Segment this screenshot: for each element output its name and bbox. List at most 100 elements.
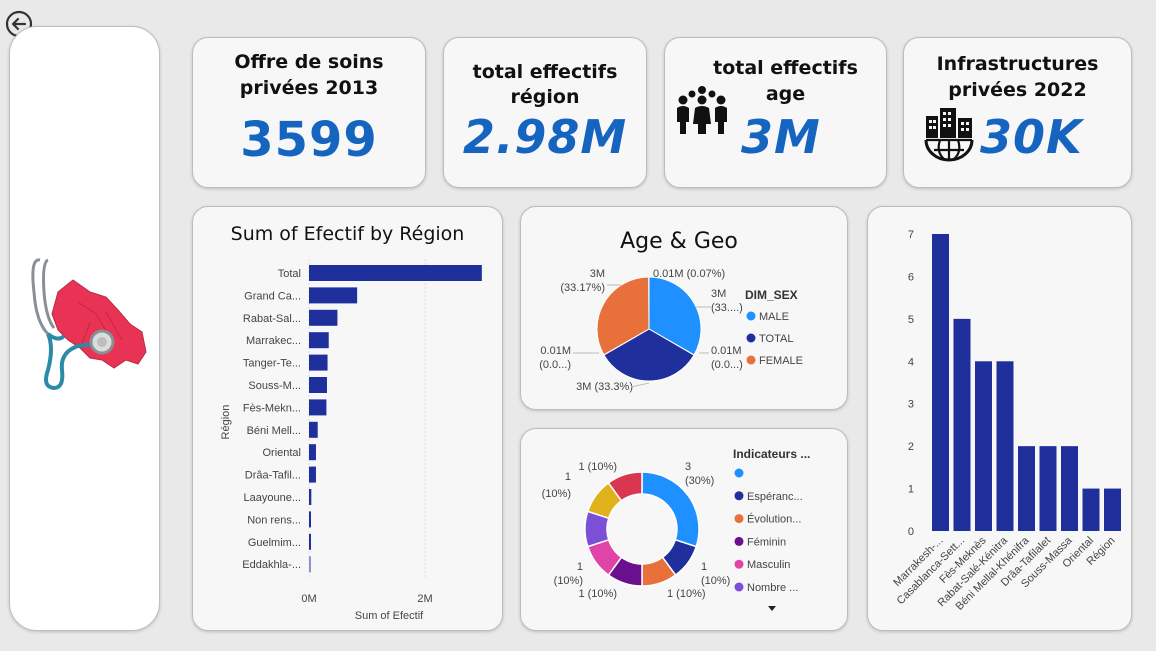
y-tick-label: Laayoune... [244, 492, 302, 504]
legend-label: Espéranc... [747, 491, 803, 503]
bar [309, 421, 318, 438]
region-column-chart: 01234567Marrakesh-...Casablanca-Sett...F… [891, 229, 1121, 613]
kpi-title-line2: région [510, 86, 580, 108]
bar [309, 533, 311, 550]
kpi-title-line2: privées 2013 [239, 77, 379, 99]
y-tick-label: Non rens... [247, 514, 301, 526]
y-tick-label: Drâa-Tafil... [245, 470, 301, 482]
bar [309, 511, 311, 528]
leader-line [630, 382, 650, 388]
data-label: 1 (10%) [578, 588, 617, 600]
data-label: (0.0...) [711, 359, 743, 371]
x-tick-label: 2M [417, 593, 432, 605]
data-label: 1 [577, 561, 583, 573]
data-label: 3M [590, 268, 605, 280]
bar [1082, 488, 1100, 531]
kpi-value: 3599 [240, 112, 378, 168]
y-tick-label: 7 [908, 229, 914, 241]
data-label: 0.01M [711, 345, 742, 357]
data-label: 1 (10%) [578, 461, 617, 473]
y-tick-label: 2 [908, 441, 914, 453]
donut-slice [607, 471, 643, 502]
kpi-title-line1: total effectifs [472, 61, 618, 83]
legend-marker [746, 311, 756, 321]
y-tick-label: 3 [908, 399, 914, 411]
kpi-card-total-effectifs-region: total effectifs région 2.98M [443, 37, 647, 188]
data-label: 0.01M (0.07%) [653, 268, 725, 280]
bar [975, 361, 992, 531]
chart-card-efectif-by-region: Sum of Efectif by Région 0M 2M Total Grand … [192, 206, 503, 631]
y-tick-label: 0 [908, 526, 914, 538]
pie-slice [596, 276, 650, 356]
bar [309, 444, 316, 461]
kpi-card-infrastructures: Infrastructures privées 2022 30K [903, 37, 1132, 188]
bar [309, 466, 316, 483]
y-tick-label: Guelmim... [248, 537, 301, 549]
y-tick-label: Souss-M... [248, 380, 301, 392]
y-tick-label: 1 [908, 484, 914, 496]
kpi-card-total-effectifs-age: total effectifs age 3M [664, 37, 887, 188]
data-label: 1 (10%) [667, 588, 706, 600]
legend-title: Indicateurs ... [733, 447, 810, 461]
bar [1104, 488, 1121, 531]
bar [953, 318, 971, 531]
pie-slice [648, 276, 702, 356]
x-tick-label: 0M [301, 593, 316, 605]
data-label: (10%) [701, 575, 730, 587]
data-label: (33....) [711, 302, 743, 314]
data-label: 1 [565, 471, 571, 483]
indicateurs-donut-chart: 3(30%)1(10%)1 (10%)1 (10%)1(10%)1(10%)1 … [542, 447, 810, 611]
y-tick-label: 6 [908, 271, 914, 283]
age-geo-pie-chart: 3M (33....) 3M (33.3%) 3M (33.17%) 0.01M (0.0… [539, 268, 803, 393]
legend-marker [734, 536, 744, 546]
data-label: (0.0...) [539, 359, 571, 371]
y-tick-label: Eddakhla-... [242, 559, 301, 571]
legend-label: Féminin [747, 536, 786, 548]
y-tick-label: Oriental [262, 447, 301, 459]
chart-card-indicateurs: 3 (30%) 1 (10%) 1 (10%) 1 (10%) 1 (10%) 1 (10%) 1 … [520, 428, 848, 631]
x-axis-label: Sum of Efectif [355, 610, 424, 622]
bar [309, 309, 338, 326]
data-label: 1 [701, 561, 707, 573]
legend-label: Évolution... [747, 513, 801, 526]
bar [309, 556, 311, 573]
legend-scroll-down-icon [768, 606, 776, 611]
y-tick-label: Marrakec... [246, 335, 301, 347]
efectif-by-region-chart: 0M 2M Total Grand Ca... Rabat-Sal... Marrakec… [220, 259, 482, 622]
y-tick-label: Rabat-Sal... [243, 313, 301, 325]
kpi-title-line1: Infrastructures [936, 53, 1099, 75]
bar [932, 234, 949, 531]
bar [1061, 446, 1078, 531]
legend-marker [734, 559, 744, 569]
data-label: 3 [685, 461, 691, 473]
kpi-value: 2.98M [462, 110, 628, 164]
bar [1018, 446, 1035, 531]
bar [309, 489, 312, 505]
chart-card-region-columns: 0 1 2 3 4 5 6 7 Marrakesh-... Casablanca-Sett... F… [867, 206, 1132, 631]
bar [309, 399, 327, 416]
people-group-icon [677, 86, 727, 134]
legend-label: Masculin [747, 559, 790, 571]
bar [996, 361, 1014, 531]
y-tick-label: Béni Mell... [247, 425, 301, 437]
globe-buildings-icon [924, 108, 974, 162]
pie-slice [603, 328, 695, 382]
legend-marker [734, 514, 744, 524]
y-tick-label: 5 [908, 314, 914, 326]
bar [309, 354, 328, 371]
legend-marker [734, 491, 744, 501]
kpi-card-offre-de-soins: Offre de soins privées 2013 3599 [192, 37, 426, 188]
legend-marker [746, 355, 756, 365]
data-label: (33.17%) [560, 282, 605, 294]
kpi-title-line2: age [765, 83, 806, 105]
legend-marker [734, 582, 744, 592]
kpi-title-line1: Offre de soins [234, 51, 384, 73]
kpi-value: 3M [741, 110, 821, 164]
chart-card-age-geo: Age & Geo 3M (33....) 3M (33.3%) 3M (33.17%)… [520, 206, 848, 410]
legend-title: DIM_SEX [745, 288, 798, 302]
y-tick-label: Fès-Mekn... [243, 402, 301, 414]
bar [309, 265, 482, 281]
y-tick-label: Grand Ca... [244, 290, 301, 302]
side-panel [9, 26, 160, 631]
kpi-title-line1: total effectifs [713, 57, 858, 79]
